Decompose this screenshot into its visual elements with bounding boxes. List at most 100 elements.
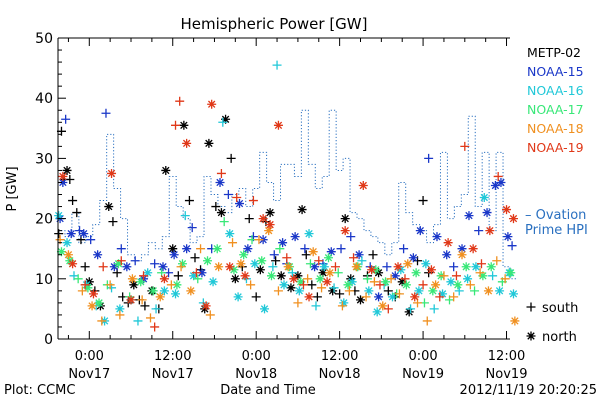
data-point [279,280,289,290]
data-point [298,280,308,290]
x-tick-time-label: 0:00 [408,349,437,364]
data-point [108,217,118,227]
data-point [304,292,314,302]
data-point [161,165,171,175]
data-point [493,171,503,181]
data-point [415,226,425,236]
data-point [347,277,357,287]
legend-item-noaa-18: NOAA-18 [527,121,584,136]
data-point [87,301,97,311]
data-point [305,259,315,269]
data-point [500,274,510,284]
data-point [240,271,250,281]
legend-item-noaa-19: NOAA-19 [527,140,584,155]
data-point [191,268,201,278]
data-point [510,316,520,326]
data-point [508,289,518,299]
data-point [303,274,313,284]
data-point [339,298,349,308]
y-tick-label: 30 [35,151,53,167]
data-point [228,238,238,248]
x-tick-date-label: Nov17 [68,367,110,382]
data-point [431,280,441,290]
data-point [294,286,304,296]
data-point [271,256,281,266]
data-point [308,247,318,257]
data-point [411,268,421,278]
data-point [215,177,225,187]
data-point [104,202,114,212]
data-point [443,238,453,248]
legend-north-label: north [542,330,577,345]
data-point [151,304,161,314]
y-axis-title: P [GW] [5,166,20,211]
data-point [196,244,206,254]
data-point [229,265,239,275]
data-point [139,271,149,281]
data-point [254,235,264,245]
data-point [208,277,218,287]
data-point [115,310,125,320]
data-point [234,199,244,209]
data-point [322,277,332,287]
data-point [257,256,267,266]
data-point [300,244,310,254]
y-tick-label: 20 [35,212,53,228]
data-point [73,274,83,284]
data-point [137,295,147,305]
data-point [293,298,303,308]
data-point [80,262,90,272]
data-point [399,244,409,254]
data-point [268,262,278,272]
data-point [246,280,256,290]
data-point [506,268,516,278]
data-point [476,259,486,269]
data-point [148,286,158,296]
data-point [479,193,489,203]
data-point [422,316,432,326]
ovation-legend-label-line2: Prime HPI [525,223,588,238]
data-point [488,271,498,281]
data-point [172,280,182,290]
data-point [239,250,249,260]
data-point [387,292,397,302]
data-point [204,138,214,148]
data-point [475,268,485,278]
data-point [414,286,424,296]
data-point [470,286,480,296]
data-point [150,259,160,269]
data-point [98,262,108,272]
data-point [233,292,243,302]
data-point [424,153,434,163]
data-point [468,244,478,254]
data-point [486,262,496,272]
series-noaa-19 [58,96,518,332]
data-point [168,244,178,254]
data-point [255,265,265,275]
data-point [197,268,207,278]
data-point [382,262,392,272]
data-point [93,250,103,260]
data-point [418,196,428,206]
data-point [454,286,464,296]
data-point [289,274,299,284]
data-point [432,232,442,242]
data-point [490,180,500,190]
legend-south-label: south [542,301,578,316]
data-point [401,280,411,290]
data-point [83,283,93,293]
data-point [383,304,393,314]
data-point [225,262,235,272]
data-point [374,292,384,302]
data-point [403,259,413,269]
data-point [221,114,231,124]
x-tick-date-label: Nov17 [152,367,194,382]
data-point [435,292,445,302]
data-point [150,322,160,332]
data-point [182,138,192,148]
data-point [275,244,285,254]
legend-item-noaa-17: NOAA-17 [527,102,584,117]
data-point [495,286,505,296]
data-point [346,274,356,284]
data-point [107,168,117,178]
